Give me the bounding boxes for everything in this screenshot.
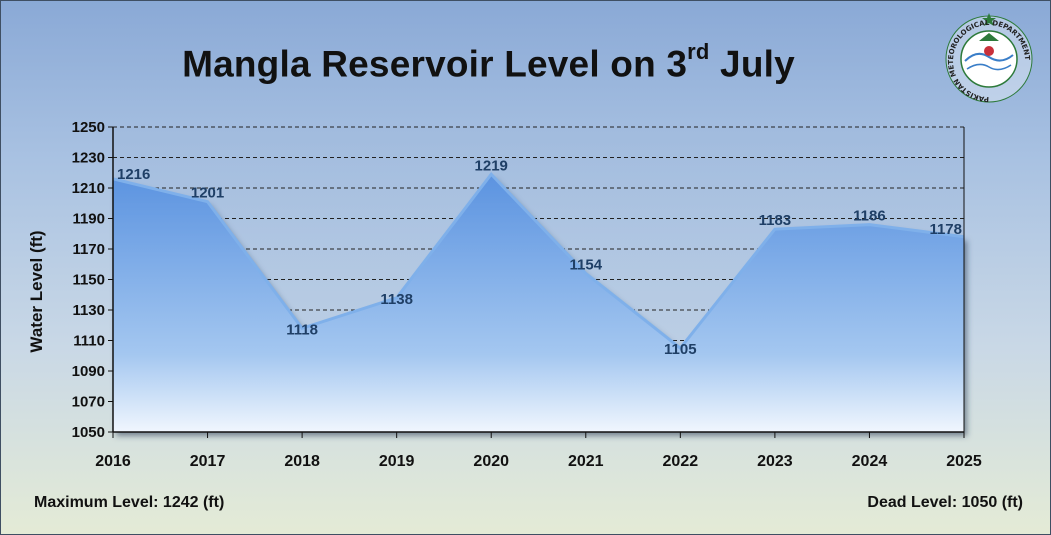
dead-level-note: Dead Level: 1050 (ft) <box>867 494 1023 511</box>
x-tick-label: 2023 <box>757 453 793 470</box>
x-tick-label: 2019 <box>379 453 415 470</box>
x-tick-label: 2024 <box>852 453 888 470</box>
y-tick-label: 1230 <box>72 150 105 167</box>
x-tick-label: 2022 <box>663 453 699 470</box>
data-label: 1201 <box>191 185 224 202</box>
data-label: 1118 <box>286 321 318 338</box>
y-tick-label: 1110 <box>73 333 105 350</box>
x-tick-label: 2017 <box>190 453 226 470</box>
y-tick-label: 1150 <box>72 272 105 289</box>
data-label: 1183 <box>759 212 792 229</box>
pmd-logo: PAKISTAN METEOROLOGICAL DEPARTMENT <box>945 13 1033 103</box>
y-tick-label: 1090 <box>72 363 105 380</box>
data-label: 1178 <box>929 221 962 238</box>
chart-title: Mangla Reservoir Level on 3rd July <box>1 39 976 85</box>
x-tick-label: 2025 <box>946 453 982 470</box>
x-tick-label: 2016 <box>95 453 131 470</box>
y-tick-label: 1070 <box>72 394 105 411</box>
data-label: 1154 <box>570 256 603 273</box>
maximum-level-note: Maximum Level: 1242 (ft) <box>34 494 225 511</box>
y-tick-label: 1050 <box>72 424 105 441</box>
data-label: 1138 <box>380 291 413 308</box>
title-main: Mangla Reservoir Level on 3 <box>182 43 688 85</box>
y-tick-label: 1210 <box>72 180 105 197</box>
data-label: 1105 <box>664 341 697 358</box>
data-label: 1216 <box>117 166 150 183</box>
series-line <box>112 171 965 351</box>
title-end: July <box>709 43 795 85</box>
x-tick-label: 2020 <box>473 453 509 470</box>
title-superscript: rd <box>687 39 710 64</box>
data-label: 1186 <box>853 208 886 225</box>
x-tick-label: 2018 <box>284 453 320 470</box>
series-area <box>113 174 964 432</box>
x-tick-label: 2021 <box>568 453 604 470</box>
y-tick-label: 1250 <box>72 119 105 136</box>
y-axis-title: Water Level (ft) <box>27 230 46 352</box>
y-tick-label: 1170 <box>72 241 105 258</box>
y-tick-label: 1130 <box>72 302 105 319</box>
data-label: 1219 <box>475 157 508 174</box>
y-tick-label: 1190 <box>72 211 105 228</box>
